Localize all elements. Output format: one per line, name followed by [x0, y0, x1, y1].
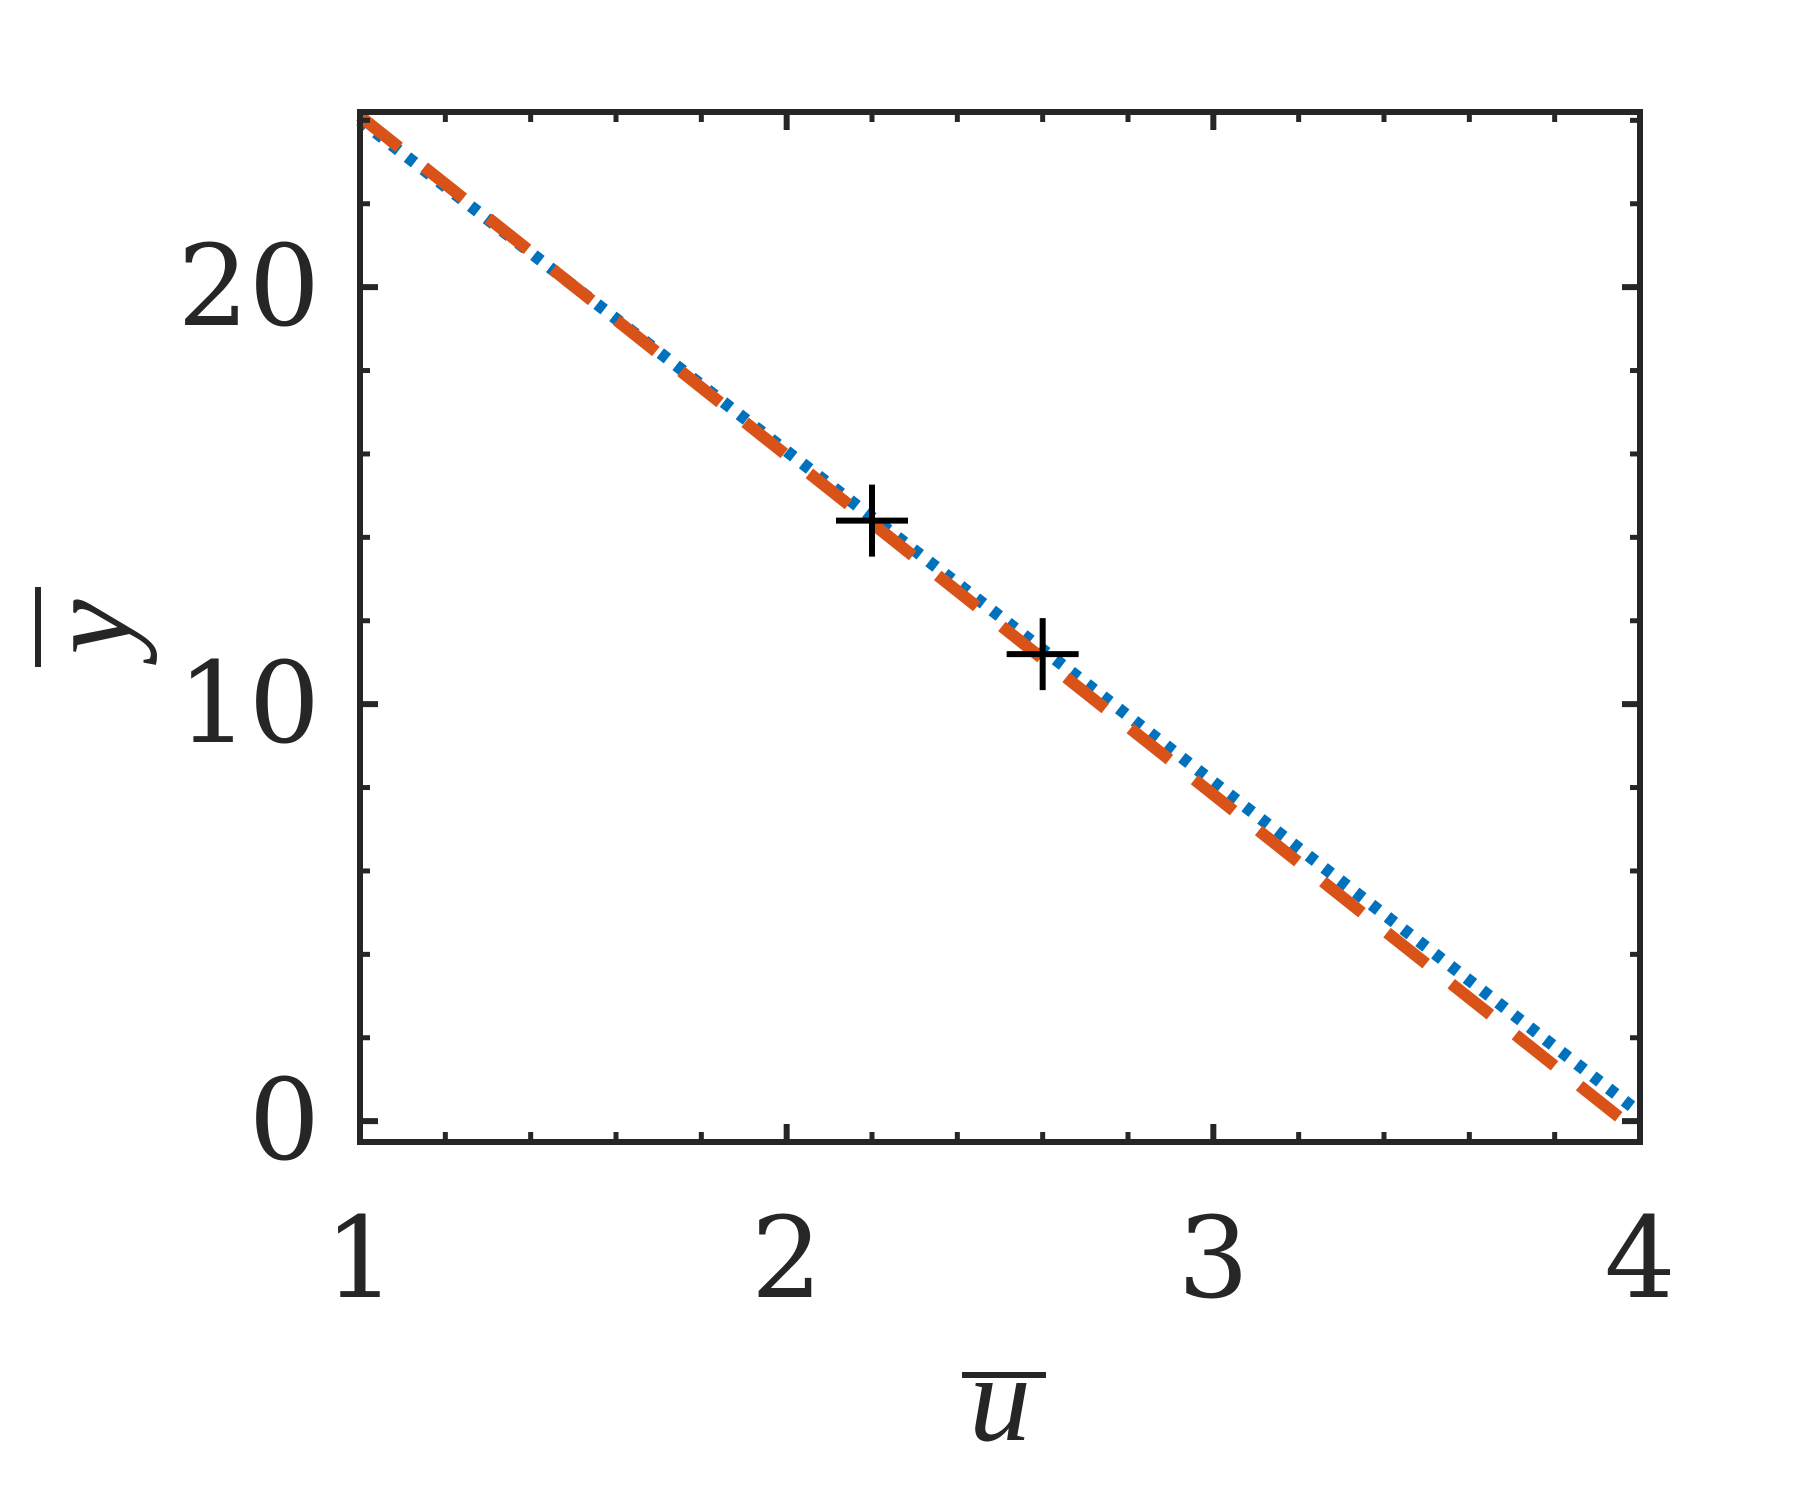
x-tick-label: 3 — [1178, 1194, 1249, 1324]
marker-layer — [836, 484, 1079, 691]
plus-marker-2 — [1006, 618, 1079, 691]
series-line-dashed — [356, 111, 1644, 1139]
y-tick-label: 10 — [177, 639, 320, 769]
axes-layer: 1 2 3 4 0 10 20 — [177, 109, 1676, 1324]
x-axis-label: u — [969, 1330, 1031, 1467]
axes-box — [357, 109, 1643, 1145]
y-tick-label: 20 — [177, 222, 320, 352]
plus-marker-1 — [836, 484, 908, 557]
x-tick-label: 2 — [751, 1194, 822, 1324]
label-layer: u y — [20, 587, 1046, 1467]
y-axis-label: y — [20, 599, 157, 666]
x-tick-label: 1 — [324, 1194, 395, 1324]
x-tick-label: 4 — [1604, 1194, 1675, 1324]
y-tick-label: 0 — [249, 1056, 320, 1186]
series-layer — [356, 111, 1644, 1139]
